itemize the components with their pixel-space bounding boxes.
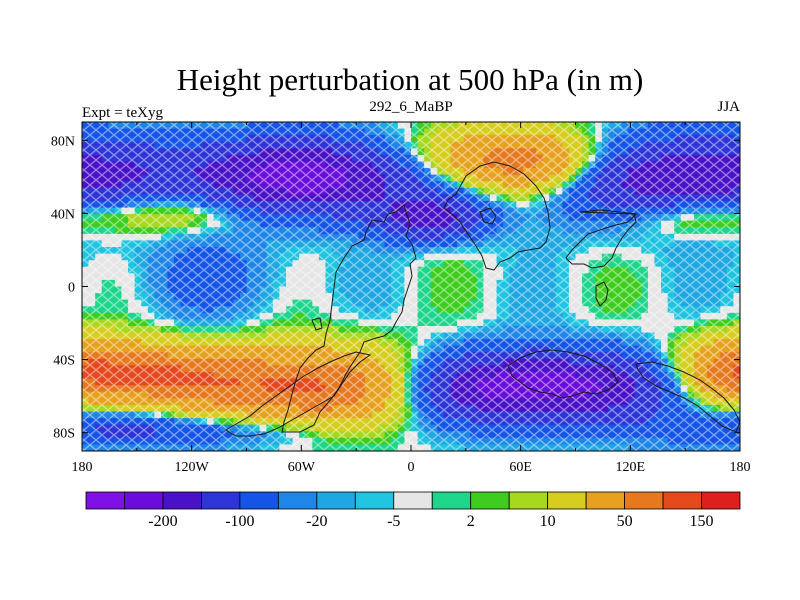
right-string: JJA [717, 99, 740, 115]
center-string: 292_6_MaBP [369, 99, 452, 115]
map-title: Height perturbation at 500 hPa (in m) [177, 62, 644, 97]
left-string: Expt = teXyg [82, 105, 163, 121]
